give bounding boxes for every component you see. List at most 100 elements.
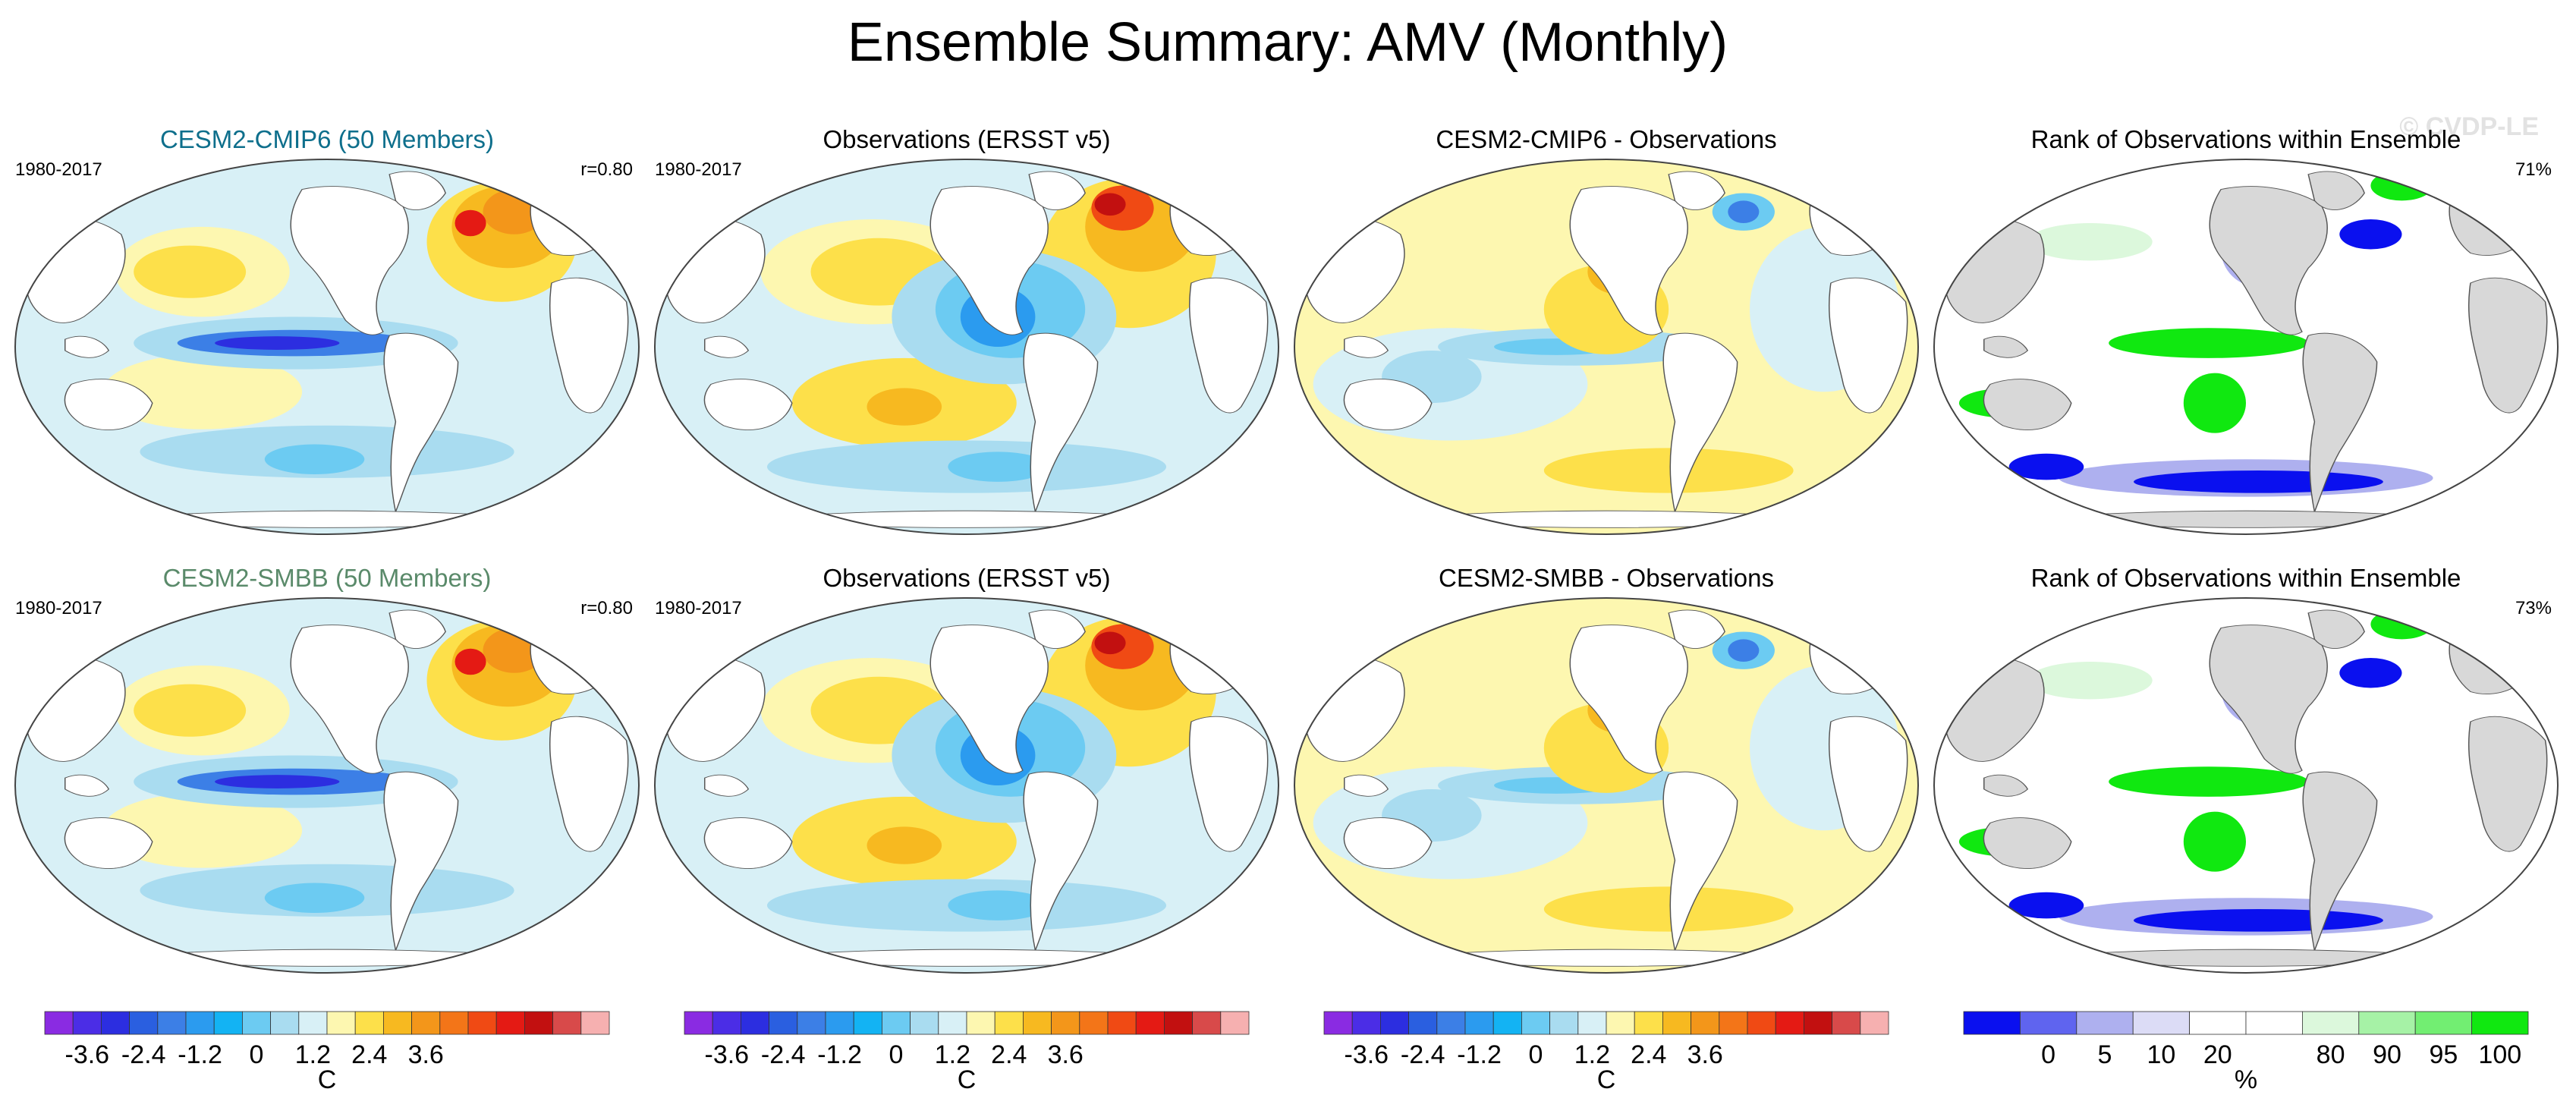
colorbar-swatch: [72, 1011, 102, 1035]
landmass: [1023, 332, 1099, 512]
colorbar-swatch: [411, 1011, 441, 1035]
colorbar-units: C: [318, 1065, 337, 1094]
colorbar-swatch: [2471, 1011, 2529, 1035]
colorbar-tick-label: 1.2: [1574, 1040, 1610, 1069]
colorbar-tick-label: 0: [2041, 1040, 2055, 1069]
colorbar-swatch: [1107, 1011, 1137, 1035]
field-contour: [102, 792, 303, 868]
landmass: [1381, 949, 1832, 967]
period-label: 1980-2017: [15, 159, 102, 180]
landmass: [1188, 716, 1269, 852]
colorbar-tick-label: 2.4: [351, 1040, 387, 1069]
field-contour: [2027, 661, 2153, 700]
colorbar-tick-label: 100: [2478, 1040, 2521, 1069]
landmass: [1983, 379, 2072, 430]
colorbar-swatch: [467, 1011, 497, 1035]
colorbar-swatch: [938, 1011, 967, 1035]
colorbar-tick-label: 80: [2317, 1040, 2345, 1069]
colorbar-swatch: [213, 1011, 243, 1035]
map-field: [1294, 598, 1918, 973]
map-outline: [1294, 597, 1919, 974]
field-contour: [867, 826, 942, 864]
colorbar-tick-label: -1.2: [817, 1040, 862, 1069]
colorbar-swatch: [354, 1011, 384, 1035]
colorbar-tick-label: -2.4: [1401, 1040, 1445, 1069]
colorbar-swatch: [1351, 1011, 1381, 1035]
field-contour: [2134, 909, 2383, 932]
landmass: [2467, 277, 2548, 414]
colorbar-units: %: [2235, 1065, 2257, 1094]
colorbar-swatch: [1220, 1011, 1250, 1035]
colorbar-swatch: [2132, 1011, 2190, 1035]
colorbar-swatch: [241, 1011, 271, 1035]
landmass: [383, 771, 459, 951]
rank-percent-label: 71%: [2515, 159, 2552, 180]
colorbar-swatch: [2414, 1011, 2472, 1035]
colorbar-swatch: [2189, 1011, 2247, 1035]
landmass: [703, 817, 793, 869]
landmass: [1344, 335, 1389, 358]
colorbar-tick-label: 2.4: [991, 1040, 1027, 1069]
colorbar-swatch: [910, 1011, 939, 1035]
landmass: [703, 379, 793, 430]
panel-title: Rank of Observations within Ensemble: [2031, 125, 2461, 153]
colorbar-swatch: [552, 1011, 582, 1035]
colorbar-swatch: [44, 1011, 74, 1035]
rank-percent-label: 73%: [2515, 598, 2552, 618]
colorbar-swatch: [298, 1011, 328, 1035]
map-field: [1934, 159, 2558, 534]
colorbar-tick-label: 20: [2203, 1040, 2232, 1069]
map-field: [15, 598, 639, 973]
colorbar-units: C: [1597, 1065, 1616, 1094]
map-panel-obs-1: Observations (ERSST v5) 1980-2017: [654, 125, 1279, 535]
landmass: [704, 774, 750, 797]
landmass: [1983, 774, 2029, 797]
colorbar-swatch: [1164, 1011, 1194, 1035]
colorbar-tick-label: -3.6: [65, 1040, 110, 1069]
landmass: [64, 335, 110, 358]
temp-2-colorbar: -3.6 -2.4 -1.2 0 1.2 2.4 3.6 C: [684, 1011, 1250, 1094]
map-outline: [1933, 159, 2559, 535]
landmass: [549, 277, 629, 414]
colorbar-swatch: [270, 1011, 300, 1035]
field-contour: [454, 209, 486, 237]
colorbar-swatch: [1719, 1011, 1748, 1035]
colorbar-swatch: [1691, 1011, 1720, 1035]
field-contour: [867, 388, 942, 426]
colorbar-swatch: [1963, 1011, 2021, 1035]
colorbar-swatch: [1380, 1011, 1410, 1035]
colorbar-swatch: [684, 1011, 713, 1035]
colorbar-swatch: [326, 1011, 356, 1035]
colorbar-tick-label: 5: [2098, 1040, 2112, 1069]
field-contour: [134, 245, 247, 298]
landmass: [2302, 771, 2378, 951]
landmass: [1828, 716, 1908, 852]
landmass: [388, 171, 446, 210]
landmass: [2307, 609, 2365, 649]
colorbar-tick-label: -2.4: [121, 1040, 166, 1069]
landmass: [704, 335, 750, 358]
colorbar-swatch: [1079, 1011, 1109, 1035]
field-contour: [948, 890, 1048, 920]
landmass: [2307, 171, 2365, 210]
map-outline: [1933, 597, 2559, 974]
colorbar-swatch: [1192, 1011, 1222, 1035]
colorbar-tick-label: -1.2: [178, 1040, 222, 1069]
colorbar-swatch: [157, 1011, 187, 1035]
map-panel-model-2: CESM2-SMBB (50 Members) 1980-2017 r=0.80: [14, 564, 640, 974]
colorbar-swatch: [1135, 1011, 1165, 1035]
colorbar-swatch: [797, 1011, 826, 1035]
map-panel-diff-2: CESM2-SMBB - Observations: [1294, 564, 1919, 974]
field-contour: [1728, 639, 1760, 662]
colorbar-tick-label: -2.4: [761, 1040, 806, 1069]
colorbar-swatch: [1860, 1011, 1889, 1035]
rank-colorbar: 0 5 10 20 80 90 95 100%: [1963, 1011, 2529, 1094]
landmass: [2302, 332, 2378, 512]
colorbar-swatch: [1521, 1011, 1551, 1035]
colorbar-swatch: [2301, 1011, 2360, 1035]
field-contour: [1094, 631, 1126, 655]
figure-title: Ensemble Summary: AMV (Monthly): [848, 12, 1728, 73]
colorbar-tick-label: 2.4: [1631, 1040, 1666, 1069]
colorbar-swatch: [994, 1011, 1024, 1035]
colorbar-swatch: [2358, 1011, 2416, 1035]
